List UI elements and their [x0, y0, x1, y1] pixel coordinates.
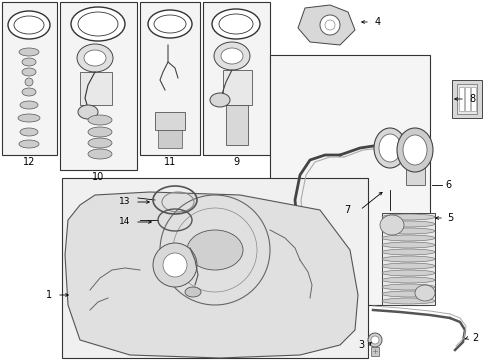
- Ellipse shape: [221, 48, 243, 64]
- Ellipse shape: [22, 68, 36, 76]
- Ellipse shape: [379, 215, 403, 235]
- Bar: [225, 105, 247, 145]
- Polygon shape: [297, 5, 354, 45]
- Ellipse shape: [212, 9, 260, 39]
- Bar: [155, 112, 184, 130]
- Ellipse shape: [381, 214, 434, 220]
- Bar: [223, 70, 251, 105]
- Ellipse shape: [22, 88, 36, 96]
- Bar: [381, 213, 434, 305]
- Ellipse shape: [214, 42, 249, 70]
- Bar: [62, 178, 367, 358]
- Circle shape: [163, 253, 186, 277]
- Ellipse shape: [381, 249, 434, 255]
- Ellipse shape: [18, 114, 40, 122]
- Bar: [203, 2, 269, 155]
- Bar: [405, 162, 424, 185]
- Ellipse shape: [378, 134, 400, 162]
- Text: 12: 12: [23, 157, 35, 167]
- Circle shape: [153, 243, 197, 287]
- Bar: [295, 195, 311, 207]
- Bar: [140, 2, 200, 155]
- Text: 5: 5: [446, 213, 452, 223]
- Circle shape: [367, 333, 381, 347]
- Ellipse shape: [381, 298, 434, 304]
- Ellipse shape: [381, 221, 434, 227]
- Text: 1: 1: [46, 290, 52, 300]
- Ellipse shape: [381, 277, 434, 283]
- Bar: [158, 130, 182, 148]
- Ellipse shape: [209, 93, 229, 107]
- Ellipse shape: [8, 11, 50, 39]
- Ellipse shape: [20, 101, 38, 109]
- Ellipse shape: [184, 287, 201, 297]
- Text: 13: 13: [118, 198, 130, 207]
- Ellipse shape: [88, 149, 112, 159]
- Ellipse shape: [154, 15, 185, 33]
- Ellipse shape: [381, 228, 434, 234]
- Ellipse shape: [381, 291, 434, 297]
- Text: 7: 7: [343, 205, 349, 215]
- Ellipse shape: [88, 115, 112, 125]
- Ellipse shape: [414, 285, 434, 301]
- Ellipse shape: [396, 128, 432, 172]
- Bar: [80, 72, 112, 105]
- Text: 14: 14: [119, 217, 130, 226]
- Ellipse shape: [25, 78, 33, 86]
- Ellipse shape: [71, 7, 125, 41]
- Ellipse shape: [19, 140, 39, 148]
- Text: 11: 11: [163, 157, 176, 167]
- Bar: [370, 347, 378, 356]
- Ellipse shape: [381, 284, 434, 290]
- Bar: [458, 87, 463, 111]
- Ellipse shape: [381, 242, 434, 248]
- Ellipse shape: [77, 44, 113, 72]
- Ellipse shape: [19, 48, 39, 56]
- Bar: [470, 87, 475, 111]
- Ellipse shape: [148, 10, 192, 38]
- Text: 2: 2: [471, 333, 477, 343]
- Text: 3: 3: [357, 340, 363, 350]
- Bar: [295, 220, 311, 232]
- Text: 8: 8: [468, 94, 474, 104]
- Bar: [464, 87, 469, 111]
- Bar: [2, 2, 57, 155]
- Ellipse shape: [78, 12, 118, 36]
- Ellipse shape: [22, 58, 36, 66]
- Text: 4: 4: [374, 17, 380, 27]
- Text: 6: 6: [444, 180, 450, 190]
- Text: 9: 9: [232, 157, 239, 167]
- Circle shape: [325, 20, 334, 30]
- Ellipse shape: [20, 128, 38, 136]
- Ellipse shape: [219, 14, 252, 34]
- Ellipse shape: [381, 263, 434, 269]
- Ellipse shape: [88, 138, 112, 148]
- Bar: [60, 2, 137, 170]
- Ellipse shape: [402, 135, 426, 165]
- Bar: [269, 55, 429, 305]
- Ellipse shape: [381, 270, 434, 276]
- Ellipse shape: [84, 50, 106, 66]
- Ellipse shape: [373, 128, 405, 168]
- Ellipse shape: [186, 230, 243, 270]
- Ellipse shape: [78, 105, 98, 119]
- Bar: [456, 84, 476, 114]
- Circle shape: [370, 336, 378, 344]
- Bar: [295, 280, 311, 292]
- Ellipse shape: [381, 235, 434, 241]
- Ellipse shape: [88, 127, 112, 137]
- Bar: [295, 250, 311, 262]
- Circle shape: [319, 15, 339, 35]
- Ellipse shape: [14, 16, 44, 34]
- Bar: [451, 80, 481, 118]
- Polygon shape: [65, 192, 357, 358]
- Ellipse shape: [381, 256, 434, 262]
- Text: 10: 10: [92, 172, 104, 182]
